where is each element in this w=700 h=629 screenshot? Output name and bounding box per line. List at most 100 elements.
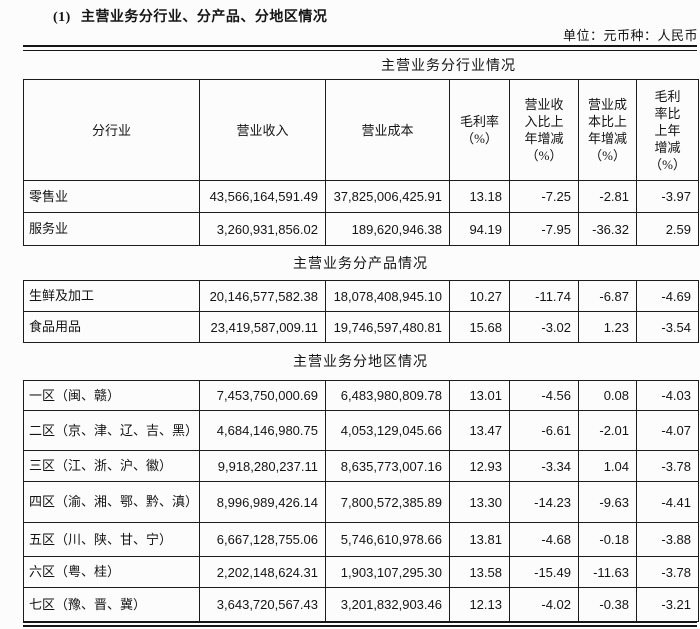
section-title-region: 主营业务分地区情况 (293, 355, 428, 370)
row-label: 食品用品 (23, 311, 200, 343)
industry-table: 分行业 营业收入 营业成本 毛利率（%） 营业收入比上年增减（%） 营业成本比上… (23, 79, 699, 246)
table-row: 一区（闽、赣） 7,453,750,000.69 6,483,980,809.7… (23, 380, 699, 411)
value-cell: -0.38 (578, 587, 637, 622)
value-cell: -4.02 (509, 587, 579, 622)
table-row: 服务业 3,260,931,856.02 189,620,946.38 94.1… (23, 212, 699, 246)
value-cell: -3.34 (509, 450, 579, 482)
value-cell: 23,419,587,009.11 (199, 311, 326, 343)
value-cell: -7.25 (509, 180, 579, 213)
unit-note: 单位：元币种：人民币 (562, 28, 698, 43)
value-cell: 37,825,006,425.91 (325, 180, 450, 213)
value-cell: 6,483,980,809.78 (325, 380, 450, 411)
value-cell: -2.81 (578, 180, 637, 213)
value-cell: 2.59 (636, 212, 699, 246)
row-label: 六区（粤、桂） (23, 556, 200, 588)
value-cell: 8,996,989,426.14 (199, 481, 326, 523)
value-cell: 7,800,572,385.89 (325, 481, 450, 523)
value-cell: 3,260,931,856.02 (199, 212, 326, 246)
value-cell: 8,635,773,007.16 (325, 450, 450, 482)
table-row: 四区（渝、湘、鄂、黔、滇） 8,996,989,426.14 7,800,572… (23, 481, 699, 523)
value-cell: -4.56 (509, 380, 579, 411)
value-cell: 13.58 (449, 556, 510, 588)
value-cell: 20,146,577,582.38 (199, 280, 326, 312)
row-label: 一区（闽、赣） (23, 380, 200, 411)
value-cell: 0.08 (578, 380, 637, 411)
row-label: 五区（川、陕、甘、宁） (23, 522, 200, 557)
region-table: 一区（闽、赣） 7,453,750,000.69 6,483,980,809.7… (23, 380, 699, 622)
column-header-margin-yoy: 毛利率比上年增减（%） (636, 79, 699, 181)
value-cell: 13.01 (449, 380, 510, 411)
table-row: 零售业 43,566,164,591.49 37,825,006,425.91 … (23, 180, 699, 213)
value-cell: -4.07 (636, 410, 699, 451)
table-row: 二区（京、津、辽、吉、黑） 4,684,146,980.75 4,053,129… (23, 410, 699, 451)
value-cell: -11.63 (578, 556, 637, 588)
value-cell: 7,453,750,000.69 (199, 380, 326, 411)
doc-title: (1) 主营业务分行业、分产品、分地区情况 (53, 6, 327, 26)
value-cell: 13.18 (449, 180, 510, 213)
value-cell: -7.95 (509, 212, 579, 246)
row-label: 二区（京、津、辽、吉、黑） (23, 410, 200, 451)
row-label: 零售业 (23, 180, 200, 213)
value-cell: 6,667,128,755.06 (199, 522, 326, 557)
value-cell: 1,903,107,295.30 (325, 556, 450, 588)
table-row: 七区（豫、晋、冀） 3,643,720,567.43 3,201,832,903… (23, 587, 699, 622)
value-cell: -11.74 (509, 280, 579, 312)
table-row: 生鲜及加工 20,146,577,582.38 18,078,408,945.1… (23, 280, 699, 312)
value-cell: 13.81 (449, 522, 510, 557)
table-row: 六区（粤、桂） 2,202,148,624.31 1,903,107,295.3… (23, 556, 699, 588)
table-row: 食品用品 23,419,587,009.11 19,746,597,480.81… (23, 311, 699, 343)
value-cell: 1.23 (578, 311, 637, 343)
row-label: 三区（江、浙、沪、徽） (23, 450, 200, 482)
value-cell: -3.78 (636, 450, 699, 482)
value-cell: 4,684,146,980.75 (199, 410, 326, 451)
value-cell: -3.54 (636, 311, 699, 343)
header-row: 分行业 营业收入 营业成本 毛利率（%） 营业收入比上年增减（%） 营业成本比上… (23, 79, 699, 181)
value-cell: -4.69 (636, 280, 699, 312)
value-cell: 10.27 (449, 280, 510, 312)
value-cell: -3.78 (636, 556, 699, 588)
value-cell: 18,078,408,945.10 (325, 280, 450, 312)
column-header-revenue-yoy: 营业收入比上年增减（%） (509, 79, 579, 181)
value-cell: 189,620,946.38 (325, 212, 450, 246)
value-cell: 15.68 (449, 311, 510, 343)
value-cell: 3,643,720,567.43 (199, 587, 326, 622)
value-cell: 4,053,129,045.66 (325, 410, 450, 451)
column-header-cost: 营业成本 (325, 79, 450, 181)
column-header-industry: 分行业 (23, 79, 200, 181)
value-cell: -36.32 (578, 212, 637, 246)
value-cell: 43,566,164,591.49 (199, 180, 326, 213)
value-cell: -3.97 (636, 180, 699, 213)
value-cell: -3.02 (509, 311, 579, 343)
row-label: 七区（豫、晋、冀） (23, 587, 200, 622)
value-cell: -6.61 (509, 410, 579, 451)
value-cell: 3,201,832,903.46 (325, 587, 450, 622)
value-cell: 13.47 (449, 410, 510, 451)
row-label: 服务业 (23, 212, 200, 246)
value-cell: 13.30 (449, 481, 510, 523)
doc-title-number: (1) (53, 10, 71, 25)
value-cell: -4.03 (636, 380, 699, 411)
value-cell: 2,202,148,624.31 (199, 556, 326, 588)
value-cell: -4.68 (509, 522, 579, 557)
product-table: 生鲜及加工 20,146,577,582.38 18,078,408,945.1… (23, 280, 699, 343)
value-cell: -4.41 (636, 481, 699, 523)
value-cell: 5,746,610,978.66 (325, 522, 450, 557)
bottom-double-rule (23, 621, 697, 627)
column-header-cost-yoy: 营业成本比上年增减（%） (578, 79, 637, 181)
row-label: 四区（渝、湘、鄂、黔、滇） (23, 481, 200, 523)
value-cell: -2.01 (578, 410, 637, 451)
value-cell: 94.19 (449, 212, 510, 246)
column-header-gross-margin: 毛利率（%） (449, 79, 510, 181)
value-cell: 9,918,280,237.11 (199, 450, 326, 482)
value-cell: 19,746,597,480.81 (325, 311, 450, 343)
value-cell: -3.21 (636, 587, 699, 622)
section-title-product: 主营业务分产品情况 (293, 257, 428, 272)
value-cell: -14.23 (509, 481, 579, 523)
value-cell: -15.49 (509, 556, 579, 588)
row-label: 生鲜及加工 (23, 280, 200, 312)
table-row: 五区（川、陕、甘、宁） 6,667,128,755.06 5,746,610,9… (23, 522, 699, 557)
value-cell: -0.18 (578, 522, 637, 557)
table-row: 三区（江、浙、沪、徽） 9,918,280,237.11 8,635,773,0… (23, 450, 699, 482)
value-cell: -3.88 (636, 522, 699, 557)
